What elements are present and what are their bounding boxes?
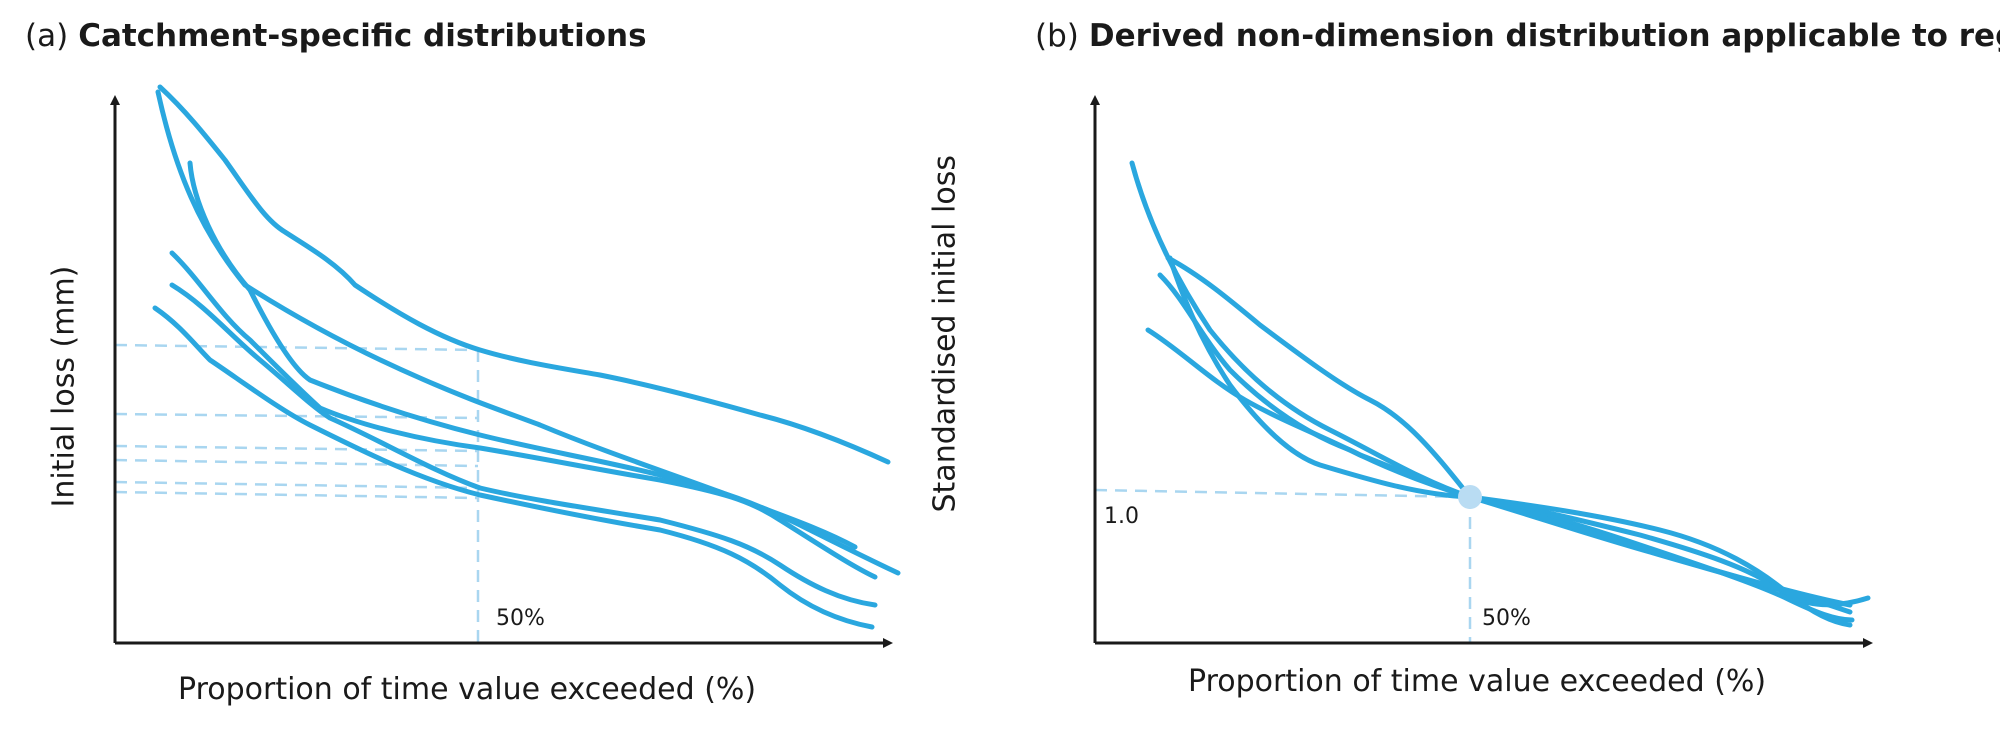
guide-line-1 — [114, 343, 479, 352]
curve-5 — [169, 282, 878, 608]
panel-b-curves — [1129, 160, 1871, 628]
guide-line-6 — [114, 490, 479, 500]
panel-a-tag: (a) — [25, 18, 69, 54]
curve-b-4 — [1167, 255, 1853, 615]
guide-line-reference — [1094, 488, 1471, 499]
panel-b-x-label: Proportion of time value exceeded (%) — [1188, 664, 1767, 699]
guide-line-3 — [114, 444, 479, 453]
panel-b-axes — [1090, 95, 1873, 648]
curve-4 — [169, 250, 878, 580]
panel-a-curves — [152, 84, 901, 630]
guide-line-4 — [114, 458, 479, 468]
panel-b-title: (b) Derived non-dimension distribution ap… — [1035, 18, 2000, 54]
panel-a-x-label: Proportion of time value exceeded (%) — [178, 672, 757, 707]
panel-b-tag: (b) — [1035, 18, 1079, 54]
curve-1 — [157, 84, 891, 465]
curve-b-5 — [1145, 327, 1853, 608]
panel-b-title-text: Derived non-dimension distribution appli… — [1088, 18, 2000, 54]
panel-a-title-text: Catchment-specific distributions — [78, 18, 647, 54]
panel-b-50-label: 50% — [1482, 606, 1531, 631]
curve-3 — [187, 160, 901, 576]
panel-a-y-label: Initial loss (mm) — [46, 265, 82, 508]
guide-line-5 — [114, 480, 479, 490]
panel-a-title: (a) Catchment-specific distributions — [25, 18, 647, 54]
panel-b-y-label: Standardised initial loss — [927, 155, 963, 513]
panel-a-50-label: 50% — [496, 606, 545, 631]
curve-6 — [152, 305, 875, 630]
curve-2 — [155, 89, 858, 550]
panel-b-reference-label: 1.0 — [1104, 504, 1139, 529]
panel-a-axes — [110, 95, 893, 648]
panel-b-guides — [1094, 488, 1472, 643]
median-point — [1458, 485, 1482, 509]
